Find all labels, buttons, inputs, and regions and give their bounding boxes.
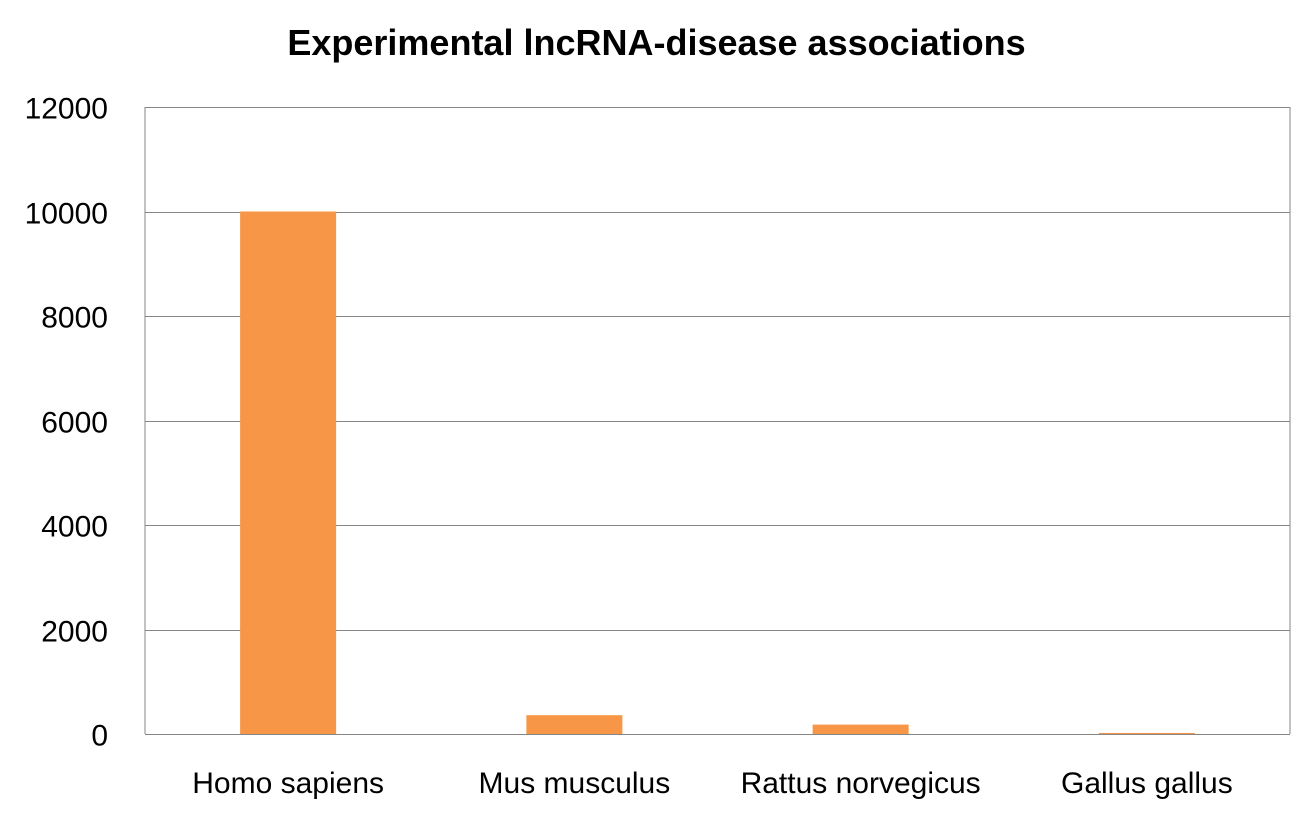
x-tick-label: Gallus gallus <box>1061 767 1233 800</box>
y-axis-tick-labels: 0 2000 4000 6000 8000 10000 12000 <box>25 93 108 753</box>
y-tick-label: 0 <box>91 720 108 753</box>
y-tick-label: 8000 <box>41 302 108 335</box>
y-tick-label: 2000 <box>41 616 108 649</box>
chart-title: Experimental lncRNA-disease associations <box>287 22 1026 63</box>
bars <box>240 211 1195 734</box>
x-tick-label: Rattus norvegicus <box>741 767 981 800</box>
bar-mus-musculus <box>526 715 623 734</box>
y-tick-label: 12000 <box>25 93 108 126</box>
y-tick-label: 6000 <box>41 407 108 440</box>
x-axis-tick-labels: Homo sapiens Mus musculus Rattus norvegicu… <box>192 767 1233 800</box>
y-tick-label: 10000 <box>25 198 108 231</box>
bar-rattus-norvegicus <box>812 724 909 734</box>
y-tick-label: 4000 <box>41 511 108 544</box>
bar-homo-sapiens <box>240 211 337 734</box>
x-tick-label: Homo sapiens <box>192 767 384 800</box>
bar-gallus-gallus <box>1098 732 1195 734</box>
x-tick-label: Mus musculus <box>479 767 671 800</box>
